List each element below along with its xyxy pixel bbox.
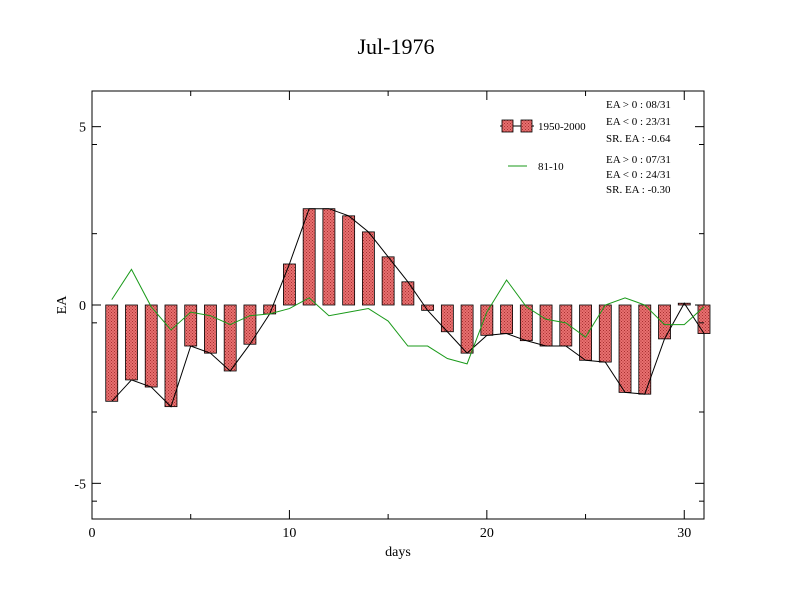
series-line-1950-2000 xyxy=(111,208,705,408)
bar-day-26 xyxy=(598,304,612,363)
x-tick-label: 0 xyxy=(89,526,96,541)
bar-day-4 xyxy=(164,304,178,408)
bar-day-19 xyxy=(460,304,474,354)
bar-day-25 xyxy=(579,304,592,361)
bar-day-14 xyxy=(361,231,375,306)
bar-day-15 xyxy=(381,256,395,306)
legend: 1950-2000 81-10 EA > 0 : 08/31 EA < 0 : … xyxy=(500,99,671,196)
axis-ticks: 0 10 20 30 -5 0 5 xyxy=(74,91,704,541)
chart-title: Jul-1976 xyxy=(358,34,435,59)
bar-day-28 xyxy=(638,304,652,395)
bar-day-31 xyxy=(697,304,711,334)
series-line-81-10 xyxy=(111,268,705,365)
x-tick-label: 10 xyxy=(282,526,296,541)
bar-day-12 xyxy=(322,208,336,306)
stat-sr-ea-1950-2000: SR. EA : -0.64 xyxy=(606,133,671,145)
legend-label-1950-2000: 1950-2000 xyxy=(538,121,586,133)
x-tick-label: 20 xyxy=(480,526,494,541)
stats-1950-2000: EA > 0 : 08/31 EA < 0 : 23/31 SR. EA : -… xyxy=(606,99,671,145)
y-axis-label: EA xyxy=(55,295,70,315)
y-tick-label: -5 xyxy=(74,477,86,492)
bar-day-29 xyxy=(658,304,671,340)
legend-entry-81-10: 81-10 xyxy=(508,161,564,173)
y-tick-label: 0 xyxy=(79,299,86,314)
bar-day-22 xyxy=(519,304,533,342)
x-axis-label: days xyxy=(385,545,411,560)
bars-1950-2000 xyxy=(105,208,711,408)
series-lines xyxy=(111,208,705,408)
bar-day-27 xyxy=(618,304,632,393)
legend-swatch-bar-2 xyxy=(520,119,533,133)
bar-day-2 xyxy=(125,304,138,381)
bar-day-5 xyxy=(184,304,198,347)
bar-day-1 xyxy=(105,304,119,402)
legend-entry-1950-2000: 1950-2000 xyxy=(500,119,586,133)
bar-day-3 xyxy=(144,304,158,388)
bar-day-13 xyxy=(342,215,356,306)
y-tick-label: 5 xyxy=(79,121,86,136)
bar-day-7 xyxy=(223,304,237,372)
bar-day-6 xyxy=(204,304,217,354)
stat-ea-negative-1950-2000: EA < 0 : 23/31 xyxy=(606,116,671,128)
stat-ea-positive-81-10: EA > 0 : 07/31 xyxy=(606,154,671,166)
stats-81-10: EA > 0 : 07/31 EA < 0 : 24/31 SR. EA : -… xyxy=(606,154,671,196)
x-tick-label: 30 xyxy=(677,526,691,541)
legend-label-81-10: 81-10 xyxy=(538,161,564,173)
bar-day-16 xyxy=(401,281,415,306)
stat-ea-positive-1950-2000: EA > 0 : 08/31 xyxy=(606,99,671,111)
legend-swatch-bar-1 xyxy=(501,119,514,133)
bar-day-23 xyxy=(539,304,553,347)
bar-day-10 xyxy=(283,263,296,306)
bar-day-20 xyxy=(480,304,494,336)
bar-day-21 xyxy=(500,304,513,334)
bar-day-11 xyxy=(302,208,316,306)
stat-ea-negative-81-10: EA < 0 : 24/31 xyxy=(606,169,671,181)
stat-sr-ea-81-10: SR. EA : -0.30 xyxy=(606,184,671,196)
